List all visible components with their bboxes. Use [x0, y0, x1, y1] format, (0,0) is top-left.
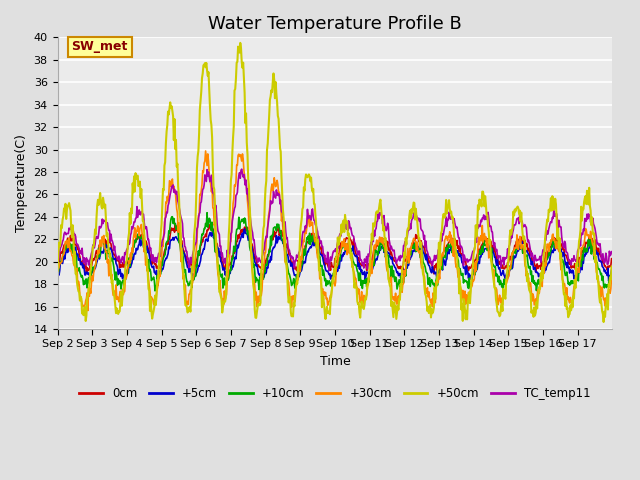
Legend: 0cm, +5cm, +10cm, +30cm, +50cm, TC_temp11: 0cm, +5cm, +10cm, +30cm, +50cm, TC_temp1… — [74, 383, 596, 405]
Text: SW_met: SW_met — [72, 40, 128, 53]
X-axis label: Time: Time — [319, 355, 350, 368]
Title: Water Temperature Profile B: Water Temperature Profile B — [208, 15, 462, 33]
Y-axis label: Temperature(C): Temperature(C) — [15, 134, 28, 232]
